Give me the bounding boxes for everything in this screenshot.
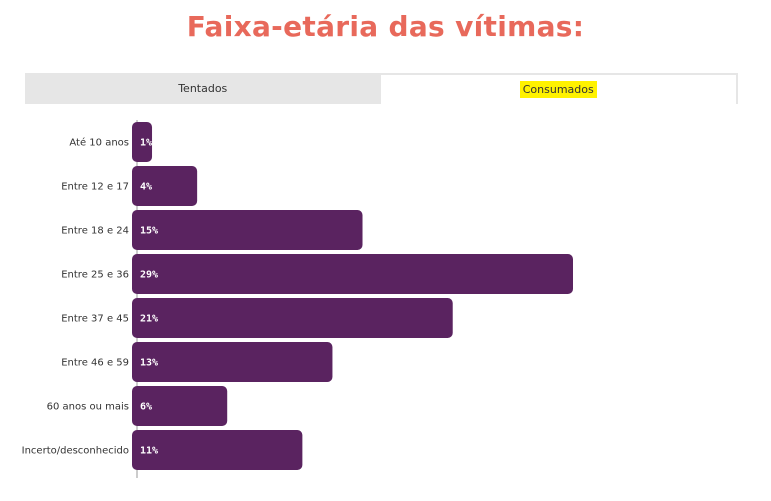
tab-bar: Tentados Consumados xyxy=(25,73,738,104)
bar[interactable] xyxy=(132,430,303,470)
category-label: Até 10 anos xyxy=(69,137,129,149)
category-label: Entre 25 e 36 xyxy=(61,270,129,281)
bar[interactable] xyxy=(132,342,333,382)
bar[interactable] xyxy=(132,166,198,206)
category-label: Entre 18 e 24 xyxy=(61,226,129,237)
category-label: Incerto/desconhecido xyxy=(22,446,129,457)
category-label: Entre 37 e 45 xyxy=(61,314,129,325)
category-label: Entre 46 e 59 xyxy=(61,358,129,369)
bar[interactable] xyxy=(132,254,573,294)
tab-tentados-label: Tentados xyxy=(178,82,228,95)
value-label: 15% xyxy=(140,226,158,237)
value-label: 29% xyxy=(140,270,158,281)
category-label: Entre 12 e 17 xyxy=(61,182,129,193)
tab-consumados[interactable]: Consumados xyxy=(380,73,738,104)
value-label: 21% xyxy=(140,314,158,325)
tab-tentados[interactable]: Tentados xyxy=(25,73,381,104)
bar[interactable] xyxy=(132,386,228,426)
category-label: 60 anos ou mais xyxy=(47,402,129,413)
value-label: 4% xyxy=(140,182,152,193)
bar[interactable] xyxy=(132,298,453,338)
value-label: 1% xyxy=(140,138,152,149)
bar[interactable] xyxy=(132,122,153,162)
tab-consumados-label: Consumados xyxy=(519,81,597,98)
value-label: 11% xyxy=(140,446,158,457)
bar[interactable] xyxy=(132,210,363,250)
page-title: Faixa-etária das vítimas: xyxy=(186,10,585,43)
value-label: 13% xyxy=(140,358,158,369)
value-label: 6% xyxy=(140,402,152,413)
